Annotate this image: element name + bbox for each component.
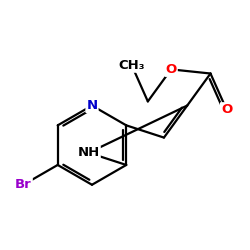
Text: NH: NH: [78, 146, 100, 159]
Text: N: N: [86, 99, 98, 112]
Text: CH₃: CH₃: [118, 59, 145, 72]
Text: O: O: [166, 63, 177, 76]
Text: Br: Br: [15, 178, 32, 191]
Text: O: O: [221, 103, 232, 116]
